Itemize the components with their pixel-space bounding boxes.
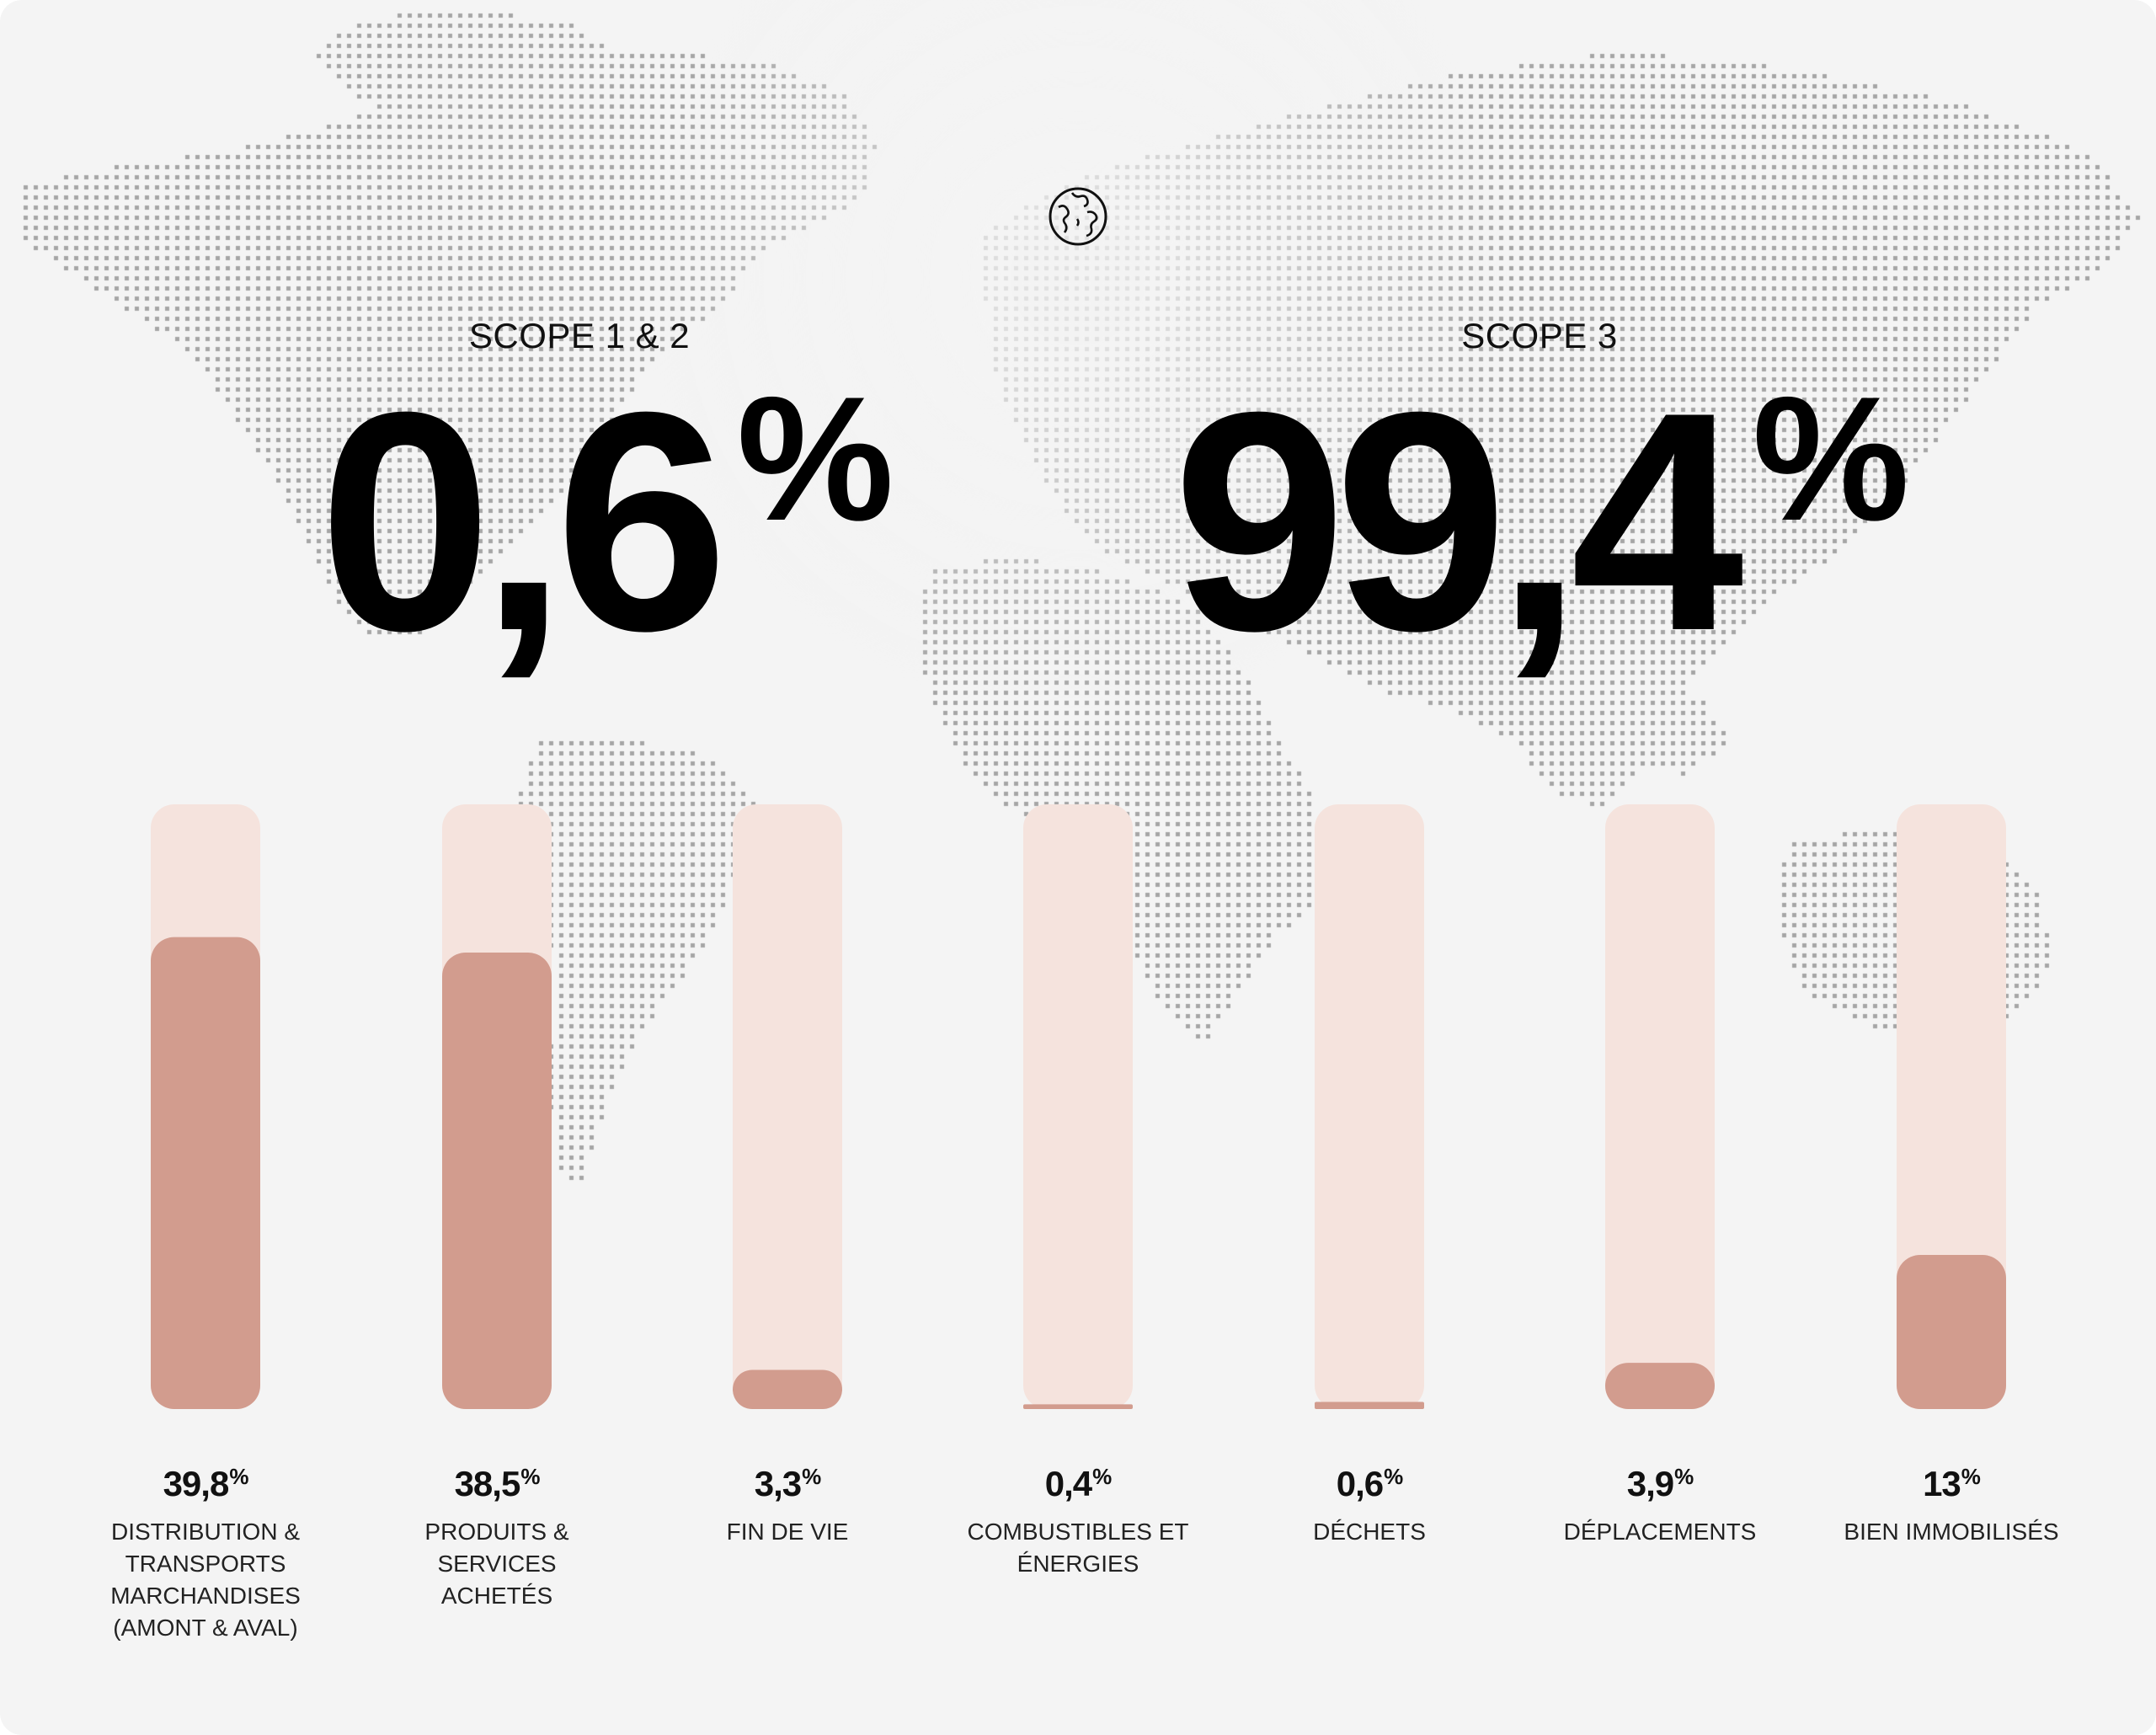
bar-category-label: BIEN IMMOBILISÉS: [1844, 1519, 2059, 1545]
scope-3-unit: %: [1752, 360, 1910, 558]
scope-3-share: 99,4%: [1173, 366, 1910, 678]
bar-fill: [733, 1369, 842, 1409]
bar-track: [1023, 804, 1133, 1409]
bar-category-label: DÉCHETS: [1313, 1519, 1426, 1545]
scope-3-value: 99,4: [1172, 348, 1744, 696]
scope-1-2-value: 0,6: [318, 348, 728, 696]
bar-value-label: 13%: [1923, 1464, 1981, 1503]
bar-category-label: DISTRIBUTION & TRANSPORTS MARCHANDISES (…: [110, 1519, 301, 1641]
scope-1-2-unit: %: [736, 360, 894, 558]
bar-fill: [1023, 1404, 1133, 1409]
bar-value-label: 39,8%: [163, 1464, 249, 1503]
bar-value-label: 3,3%: [754, 1464, 822, 1503]
scope-3-label: SCOPE 3: [1461, 316, 1618, 355]
bar-fill: [1605, 1363, 1715, 1409]
bar-fill: [442, 952, 552, 1409]
bar-track: [733, 804, 842, 1409]
bar-category-label: PRODUITS & SERVICES ACHETÉS: [424, 1519, 569, 1609]
bar-value-label: 0,4%: [1044, 1464, 1113, 1503]
scope-1-2-share: 0,6%: [318, 366, 894, 678]
bar-category-label: COMBUSTIBLES ET ÉNERGIES: [967, 1519, 1189, 1577]
bar-fill: [151, 937, 260, 1409]
bar-value-label: 0,6%: [1336, 1464, 1404, 1503]
bar-category-label: FIN DE VIE: [726, 1519, 849, 1545]
bar-category-label: DÉPLACEMENTS: [1563, 1519, 1757, 1545]
bar-track: [1605, 804, 1715, 1409]
bar-value-label: 3,9%: [1626, 1464, 1694, 1503]
bar-track: [1315, 804, 1424, 1409]
bar-fill: [1315, 1401, 1424, 1409]
globe-icon: [1049, 187, 1107, 246]
bar-value-label: 38,5%: [454, 1464, 541, 1503]
scope-1-2-label: SCOPE 1 & 2: [468, 316, 691, 355]
bar-fill: [1897, 1254, 2006, 1409]
